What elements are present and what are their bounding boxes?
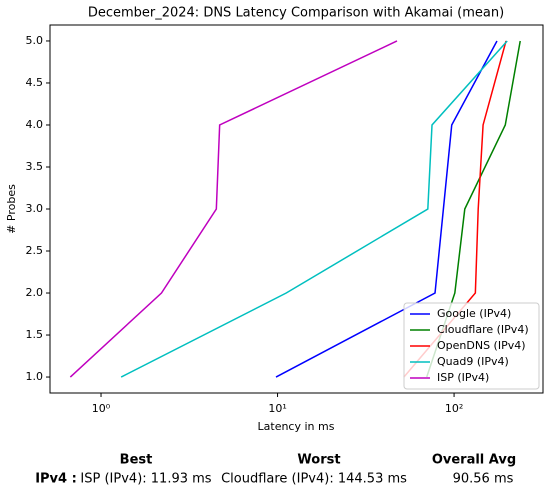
- legend-label: Cloudflare (IPv4): [437, 323, 529, 336]
- chart-title: December_2024: DNS Latency Comparison wi…: [88, 6, 504, 21]
- x-tick-label: 10¹: [268, 402, 286, 415]
- legend-label: Google (IPv4): [437, 307, 511, 320]
- legend-label: ISP (IPv4): [437, 371, 489, 384]
- table-cell: ISP (IPv4): 11.93 ms: [80, 472, 211, 487]
- y-tick-label: 5.0: [26, 34, 44, 47]
- legend-label: Quad9 (IPv4): [437, 355, 509, 368]
- table-cell: Cloudflare (IPv4): 144.53 ms: [221, 472, 407, 487]
- y-tick-label: 3.0: [26, 202, 44, 215]
- y-axis-label: # Probes: [5, 184, 18, 234]
- table-cell: 90.56 ms: [453, 472, 514, 487]
- table-header: Worst: [297, 453, 340, 468]
- y-tick-label: 2.5: [26, 244, 44, 257]
- line: [120, 40, 508, 378]
- y-tick-label: 4.0: [26, 118, 44, 131]
- line: [69, 40, 398, 378]
- y-tick-label: 1.0: [26, 370, 44, 383]
- table-header: Best: [120, 453, 153, 468]
- x-tick-label: 10⁰: [92, 402, 111, 415]
- x-axis-label: Latency in ms: [258, 420, 335, 433]
- x-tick-label: 10²: [445, 402, 463, 415]
- y-tick-label: 3.5: [26, 160, 44, 173]
- table-header: Overall Avg: [432, 453, 516, 468]
- line: [275, 40, 498, 378]
- row-label: IPv4 :: [35, 472, 77, 487]
- y-tick-label: 1.5: [26, 328, 44, 341]
- legend-label: OpenDNS (IPv4): [437, 339, 526, 352]
- y-tick-label: 2.0: [26, 286, 44, 299]
- legend: [403, 302, 540, 390]
- y-tick-label: 4.5: [26, 76, 44, 89]
